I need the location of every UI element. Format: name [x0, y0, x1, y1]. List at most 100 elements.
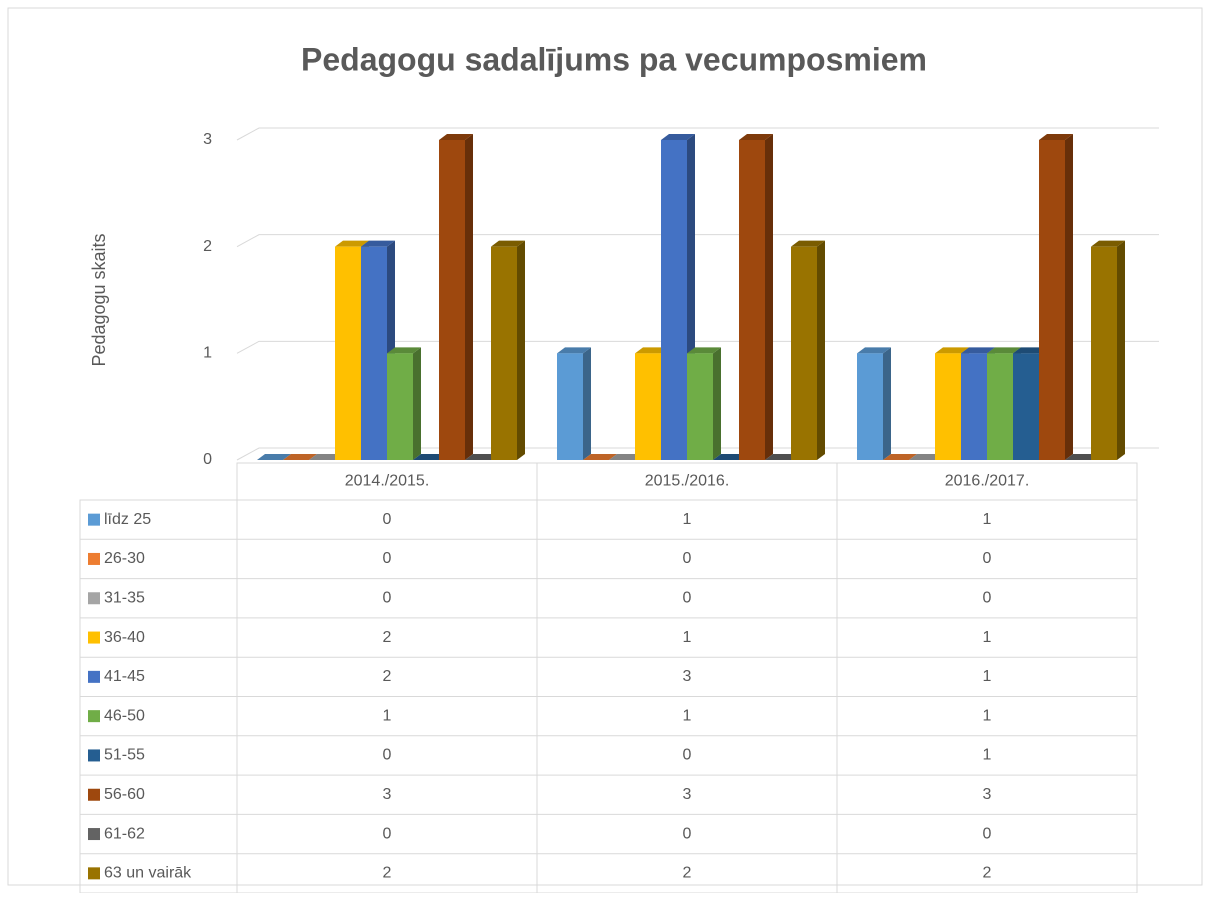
table-value: 0 — [683, 825, 692, 842]
table-value: 0 — [983, 589, 992, 606]
table-value: 1 — [983, 707, 992, 724]
legend-label: 31-35 — [104, 589, 145, 606]
table-value: 0 — [983, 550, 992, 567]
legend-swatch — [88, 749, 100, 762]
bar-top — [687, 347, 721, 354]
bar-top — [661, 134, 695, 140]
bar-side — [1065, 134, 1073, 460]
legend-swatch — [88, 670, 100, 683]
bar-top — [1039, 134, 1073, 140]
bar-top — [309, 454, 343, 460]
bar — [687, 353, 713, 460]
bar — [439, 140, 465, 460]
x-tick-label: 2016./2017. — [945, 473, 1030, 490]
legend-label: 46-50 — [104, 707, 145, 724]
table-value: 2 — [983, 865, 992, 882]
bar-top — [439, 134, 473, 140]
legend-swatch — [88, 592, 100, 605]
bar-top — [257, 454, 291, 460]
legend-swatch — [88, 788, 100, 801]
x-tick-label: 2014./2015. — [345, 473, 430, 490]
y-tick-label: 0 — [203, 451, 212, 468]
table-value: 2 — [383, 629, 392, 646]
grid-line — [236, 234, 1159, 248]
bar-top — [283, 454, 317, 460]
bar — [935, 353, 961, 460]
bar-side — [583, 347, 591, 460]
bar-top — [361, 240, 395, 247]
bar-side — [817, 240, 825, 460]
legend-label: 63 un vairāk — [104, 865, 192, 882]
y-axis-label: Pedagogu skaits — [89, 233, 109, 366]
bar-top — [909, 454, 943, 460]
bar — [661, 140, 687, 460]
bar-top — [1065, 454, 1099, 460]
bar-top — [739, 134, 773, 140]
legend-label: 41-45 — [104, 668, 145, 685]
bar — [791, 246, 817, 460]
bar-top — [387, 347, 421, 354]
bar — [961, 353, 987, 460]
chart-title: Pedagogu sadalījums pa vecumposmiem — [301, 41, 927, 77]
legend-swatch — [88, 631, 100, 644]
legend-swatch — [88, 867, 100, 880]
bar-side — [883, 347, 891, 460]
bar-top — [491, 240, 525, 247]
bar-top — [987, 347, 1021, 354]
bar-top — [465, 454, 499, 460]
legend-swatch — [88, 710, 100, 723]
bar — [557, 353, 583, 460]
bar — [635, 353, 661, 460]
bar-top — [635, 347, 669, 354]
bar-top — [609, 454, 643, 460]
bar-top — [961, 347, 995, 354]
table-value: 0 — [983, 825, 992, 842]
table-value: 2 — [383, 668, 392, 685]
bar-top — [883, 454, 917, 460]
table-value: 1 — [983, 668, 992, 685]
table-value: 1 — [983, 511, 992, 528]
bar-top — [1091, 240, 1125, 247]
bar — [739, 140, 765, 460]
bar-top — [1013, 347, 1047, 354]
table-value: 0 — [683, 589, 692, 606]
bar-top — [557, 347, 591, 354]
bar-top — [791, 240, 825, 247]
bar-side — [413, 347, 421, 460]
table-value: 1 — [983, 747, 992, 764]
table-value: 3 — [683, 786, 692, 803]
bar-top — [765, 454, 799, 460]
bar-side — [1117, 240, 1125, 460]
bar-side — [765, 134, 773, 460]
bar — [491, 246, 517, 460]
bar-top — [583, 454, 617, 460]
grid-line — [236, 127, 1159, 141]
table-value: 0 — [683, 747, 692, 764]
bar-side — [713, 347, 721, 460]
table-value: 0 — [683, 550, 692, 567]
y-tick-label: 1 — [203, 345, 212, 362]
table-value: 3 — [983, 786, 992, 803]
legend-label: 51-55 — [104, 747, 145, 764]
table-value: 0 — [383, 550, 392, 567]
bar-top — [935, 347, 969, 354]
table-value: 1 — [683, 511, 692, 528]
table-value: 1 — [683, 629, 692, 646]
table-value: 0 — [383, 825, 392, 842]
bar — [1039, 140, 1065, 460]
legend-swatch — [88, 552, 100, 565]
bar — [987, 353, 1013, 460]
legend-label: līdz 25 — [104, 511, 151, 528]
bar — [335, 246, 361, 460]
bar-top — [335, 240, 369, 247]
bar-side — [517, 240, 525, 460]
table-value: 2 — [383, 865, 392, 882]
x-tick-label: 2015./2016. — [645, 473, 730, 490]
table-value: 3 — [383, 786, 392, 803]
legend-label: 26-30 — [104, 550, 145, 567]
bar — [857, 353, 883, 460]
bar-top — [857, 347, 891, 354]
table-value: 1 — [383, 707, 392, 724]
table-value: 0 — [383, 511, 392, 528]
bar — [1013, 353, 1039, 460]
